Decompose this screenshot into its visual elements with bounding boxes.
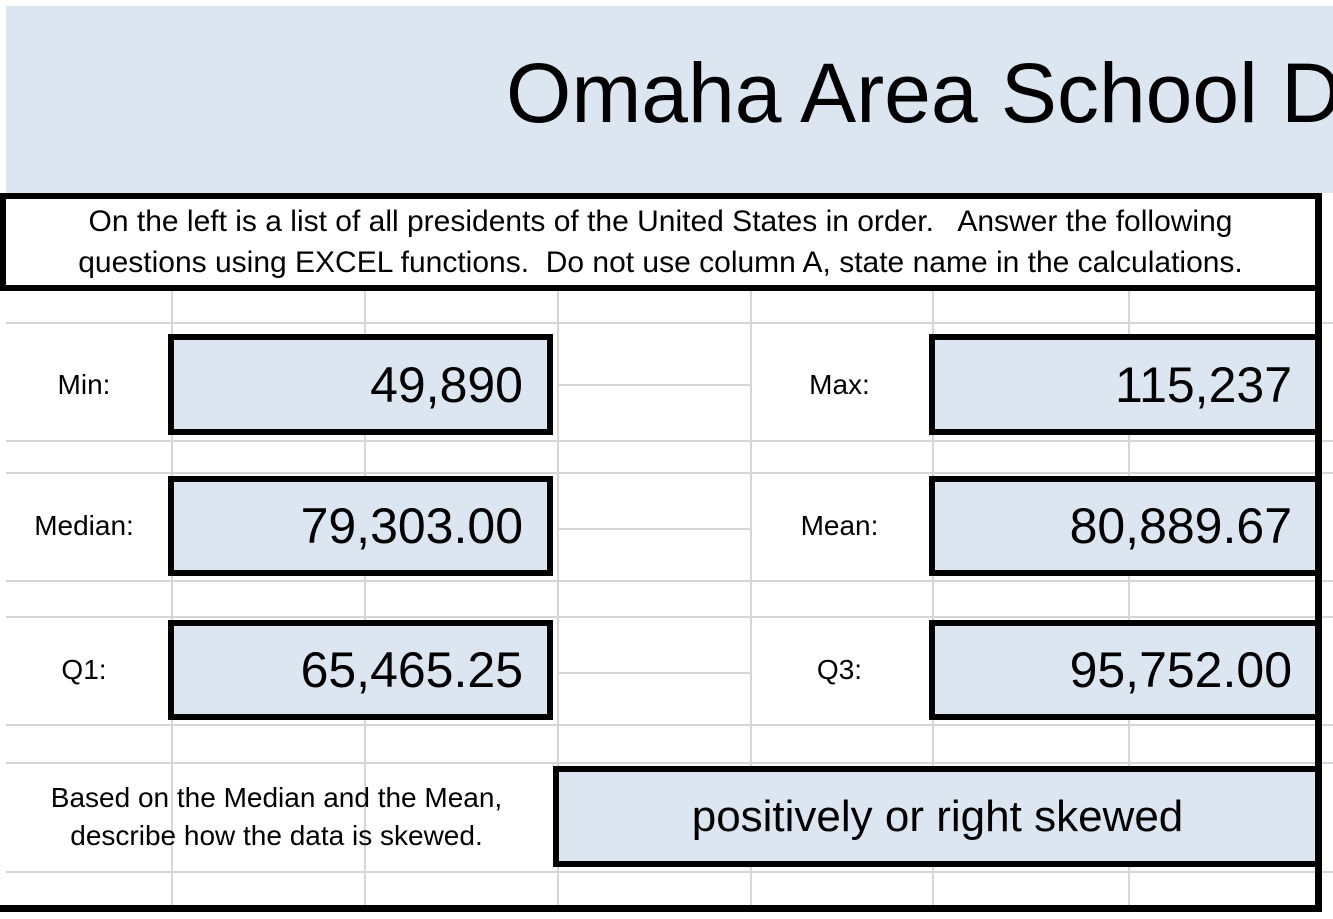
gridline-vertical [932, 291, 934, 905]
gridline-horizontal [6, 762, 1333, 764]
q1-label: Q1: [61, 654, 107, 685]
sheet-right-border [1315, 193, 1322, 912]
instructions-line-1: On the left is a list of all presidents … [88, 205, 1233, 238]
sheet-bottom-border [0, 905, 1322, 912]
sheet-title: Omaha Area School Distric [506, 46, 1333, 140]
gridline-horizontal [6, 440, 1333, 442]
q1-value-cell[interactable]: 65,465.25 [168, 620, 553, 720]
gridline-vertical [1128, 291, 1130, 905]
skew-question-cell: Based on the Median and the Mean, descri… [0, 766, 553, 867]
gridline-horizontal [557, 384, 750, 386]
gridline-horizontal [557, 672, 750, 674]
gridline-horizontal [6, 322, 1333, 324]
gridline-vertical [171, 291, 173, 905]
gridline-horizontal [6, 616, 1333, 618]
skew-answer-cell[interactable]: positively or right skewed [553, 766, 1322, 867]
skew-question-line-1: Based on the Median and the Mean, [50, 781, 503, 813]
max-value-cell[interactable]: 115,237 [929, 334, 1322, 435]
gridline-vertical [750, 291, 752, 905]
max-label: Max: [809, 368, 870, 400]
title-cell: Omaha Area School Distric [6, 6, 1333, 193]
min-value-cell[interactable]: 49,890 [168, 334, 553, 435]
median-label: Median: [34, 510, 134, 541]
instructions-line-2: questions using EXCEL functions. Do not … [78, 246, 1243, 279]
gridline-horizontal [557, 528, 750, 530]
min-label: Min: [57, 368, 111, 400]
gridline-vertical [557, 291, 559, 905]
gridline-horizontal [6, 871, 1333, 873]
mean-value-cell[interactable]: 80,889.67 [929, 476, 1322, 576]
gridline-vertical [364, 291, 366, 905]
gridline-horizontal [6, 580, 1333, 582]
instructions-cell: On the left is a list of all presidents … [0, 193, 1315, 291]
median-value-cell[interactable]: 79,303.00 [168, 476, 553, 576]
q3-label: Q3: [816, 654, 863, 685]
gridline-horizontal [6, 724, 1333, 726]
skew-question-line-2: describe how the data is skewed. [70, 819, 483, 851]
mean-label: Mean: [800, 510, 879, 541]
gridline-horizontal [6, 472, 1333, 474]
q3-value-cell[interactable]: 95,752.00 [929, 620, 1322, 720]
